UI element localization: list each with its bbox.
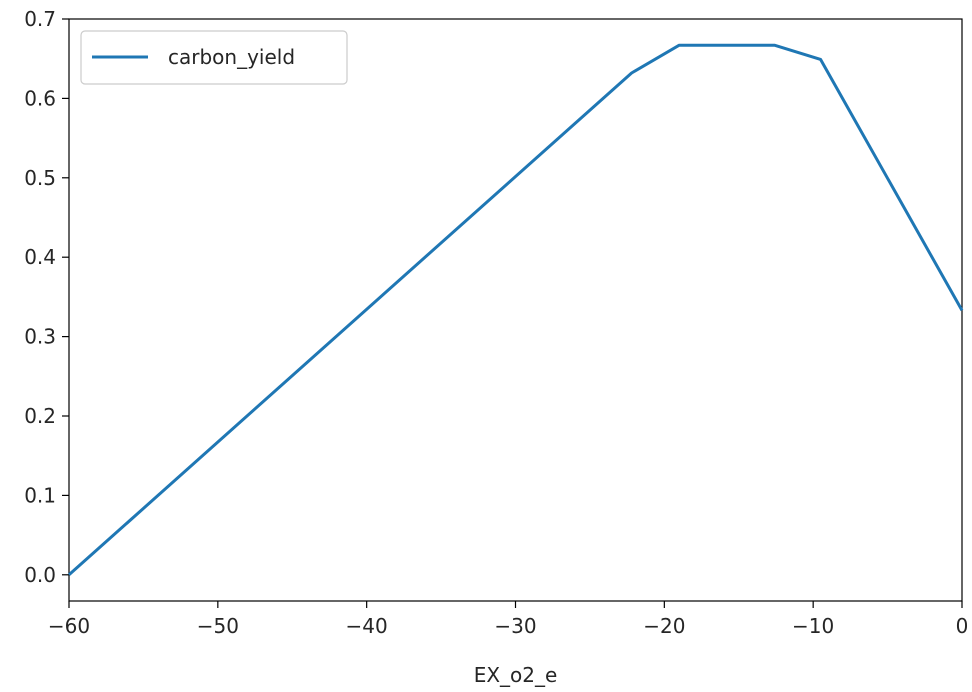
x-tick-label: 0 xyxy=(956,614,969,638)
y-tick-label: 0.6 xyxy=(24,86,56,110)
series-line-carbon_yield xyxy=(68,43,964,576)
x-tick-label: −50 xyxy=(197,614,239,638)
x-axis-label: EX_o2_e xyxy=(474,663,558,687)
y-tick-label: 0.2 xyxy=(24,404,56,428)
x-tick-label: −60 xyxy=(48,614,90,638)
x-tick-label: −40 xyxy=(346,614,388,638)
y-tick-label: 0.0 xyxy=(24,563,56,587)
y-tick-label: 0.5 xyxy=(24,166,56,190)
y-tick-label: 0.4 xyxy=(24,245,56,269)
y-tick-label: 0.1 xyxy=(24,483,56,507)
plot-area: −60 −50 −40 −30 −20 −10 0 0.00.10.20.30.40.50.… xyxy=(24,7,968,638)
legend: carbon_yield xyxy=(80,30,348,85)
series-layer xyxy=(68,43,964,576)
y-tick-label: 0.7 xyxy=(24,7,56,31)
legend-label: carbon_yield xyxy=(168,45,295,69)
x-tick-label: −30 xyxy=(494,614,536,638)
x-axis: −60 −50 −40 −30 −20 −10 0 xyxy=(48,601,968,638)
x-tick-label: −10 xyxy=(792,614,834,638)
y-tick-label: 0.3 xyxy=(24,325,56,349)
x-tick-label: −20 xyxy=(643,614,685,638)
legend-box xyxy=(80,30,348,85)
plot-frame xyxy=(68,18,963,602)
y-axis: 0.0 0.1 0.2 0.3 0.4 0.5 0.6 0.7 xyxy=(24,7,69,587)
